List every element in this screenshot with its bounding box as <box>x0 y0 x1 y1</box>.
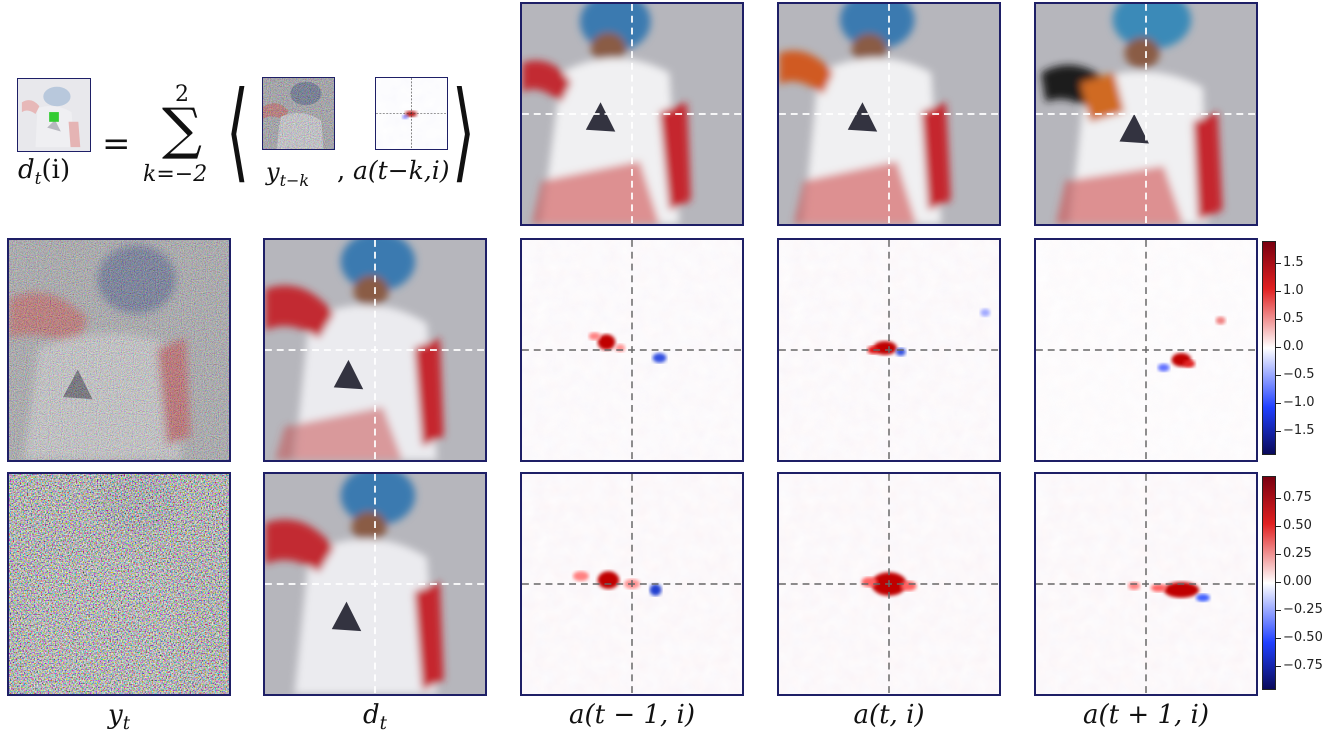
attention-map-row2-t <box>777 472 1001 696</box>
inner-product-right-bracket: ⟩ <box>452 69 476 194</box>
attention-map-row1-t <box>777 238 1001 462</box>
attention-map-row1-t-plot <box>779 240 999 460</box>
noisy-frame-row1-image <box>9 240 229 460</box>
colorbar-tick: −0.50 <box>1276 630 1323 646</box>
noisy-frame-row1 <box>7 238 231 462</box>
equation-term2: a(t−k,i) <box>353 156 450 185</box>
frame-t-plus-1-image <box>1036 4 1256 224</box>
equation-comma: , <box>337 156 346 186</box>
colorbar-tick: 0.25 <box>1276 545 1312 561</box>
equation-lhs: dt(i) <box>18 155 71 190</box>
colorbar-tick: −0.25 <box>1276 602 1323 618</box>
attention-thumbnail <box>375 77 448 150</box>
attention-map-row2-t-plus-1 <box>1034 472 1258 696</box>
column-label-denoised: dt <box>363 700 387 735</box>
colorbar-tick: 1.0 <box>1276 282 1304 298</box>
colorbar-tick: 0.0 <box>1276 339 1304 354</box>
inner-product-left-bracket: ⟨ <box>226 69 250 194</box>
colorbar-tick: 0.75 <box>1276 489 1312 505</box>
equals-sign: = <box>102 124 131 164</box>
attention-map-row1-t-minus-1 <box>520 238 744 462</box>
highlight-pixel <box>49 112 59 122</box>
denoised-frame-row2-image <box>265 474 485 694</box>
frame-t-minus-1 <box>520 2 744 226</box>
attention-map-row2-t-minus-1-plot <box>522 474 742 694</box>
equation-thumbnail-image <box>18 79 90 151</box>
colorbar-tick: −1.5 <box>1276 423 1315 439</box>
attention-map-row2-t-plus-1-plot <box>1036 474 1256 694</box>
noisy-frame-thumbnail <box>262 77 335 150</box>
colorbar-tick: 0.00 <box>1276 574 1312 589</box>
attention-thumbnail-image <box>376 78 447 149</box>
attention-map-row1-t-plus-1-plot <box>1036 240 1256 460</box>
frame-t-minus-1-image <box>522 4 742 224</box>
attention-map-row1-t-minus-1-plot <box>522 240 742 460</box>
colorbar-tick: −0.75 <box>1276 658 1323 674</box>
attention-map-row1-t-plus-1 <box>1034 238 1258 462</box>
noisy-frame-row2-image <box>9 474 229 694</box>
attention-map-row2-t-plot <box>779 474 999 694</box>
frame-t-plus-1 <box>1034 2 1258 226</box>
column-label-a-prev: a(t − 1, i) <box>569 700 695 730</box>
colorbar-tick: 0.5 <box>1276 310 1304 326</box>
colorbar-tick: 0.50 <box>1276 517 1312 533</box>
attention-map-row2-t-minus-1 <box>520 472 744 696</box>
sum-symbol: ∑ <box>162 97 202 162</box>
colorbar-tick: 1.5 <box>1276 254 1304 270</box>
colorbar-top <box>1262 241 1276 455</box>
colorbar-bottom <box>1262 476 1276 690</box>
column-label-noisy: yt <box>107 700 130 735</box>
denoised-frame-row1-image <box>265 240 485 460</box>
noisy-frame-thumbnail-image <box>263 78 334 149</box>
frame-t <box>777 2 1001 226</box>
column-label-a-curr: a(t, i) <box>853 700 925 730</box>
denoised-frame-row2 <box>263 472 487 696</box>
sum-lower-limit: k=−2 <box>143 162 208 187</box>
colorbar-tick: −0.5 <box>1276 367 1315 383</box>
denoised-frame-row1 <box>263 238 487 462</box>
equation-term1: yt−k <box>266 158 310 190</box>
frame-t-image <box>779 4 999 224</box>
noisy-frame-row2 <box>7 472 231 696</box>
column-label-a-next: a(t + 1, i) <box>1083 700 1209 730</box>
equation-thumbnail-frame <box>17 78 91 152</box>
sum-upper-limit: 2 <box>175 82 189 107</box>
colorbar-tick: −1.0 <box>1276 395 1315 411</box>
